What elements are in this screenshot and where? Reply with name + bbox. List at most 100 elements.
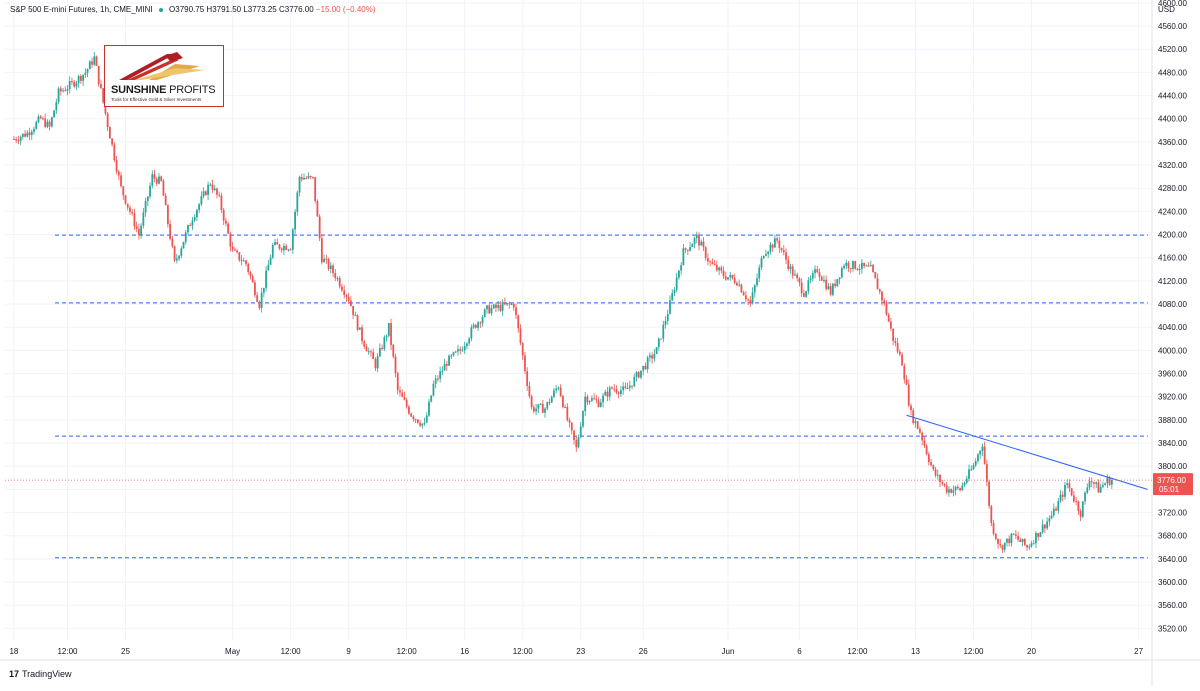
candle-body bbox=[622, 386, 625, 391]
candle-body bbox=[807, 280, 810, 292]
candle-body bbox=[332, 265, 334, 274]
candle-body bbox=[988, 481, 990, 506]
candle-body bbox=[48, 121, 51, 127]
candle-body bbox=[796, 274, 799, 279]
candle-body bbox=[33, 128, 35, 132]
candle-body bbox=[1006, 538, 1008, 543]
candle-body bbox=[722, 270, 725, 277]
y-tick-label: 3920.00 bbox=[1158, 393, 1187, 402]
candle-body bbox=[251, 276, 254, 283]
candle-body bbox=[539, 403, 542, 405]
y-tick-label: 3840.00 bbox=[1158, 439, 1187, 448]
candle-body bbox=[695, 234, 698, 239]
y-tick-label: 4240.00 bbox=[1158, 207, 1187, 216]
candle-body bbox=[840, 268, 843, 278]
y-tick-label: 3960.00 bbox=[1158, 370, 1187, 379]
candle-body bbox=[191, 220, 194, 226]
y-tick-label: 4120.00 bbox=[1158, 277, 1187, 286]
candle-body bbox=[296, 192, 299, 212]
candle-body bbox=[890, 321, 892, 329]
tradingview-watermark[interactable]: 17 TradingView bbox=[9, 669, 72, 679]
candle-body bbox=[336, 278, 339, 280]
candle-body bbox=[180, 248, 183, 256]
candle-body bbox=[671, 293, 674, 301]
last-price-badge[interactable] bbox=[1153, 473, 1193, 496]
candle-body bbox=[524, 355, 526, 372]
candle-body bbox=[408, 406, 410, 414]
candle-body bbox=[437, 378, 439, 380]
x-tick-label: 12:00 bbox=[963, 647, 984, 656]
candle-body bbox=[189, 225, 192, 227]
candle-body bbox=[318, 216, 321, 239]
candle-body bbox=[204, 191, 207, 195]
candle-body bbox=[744, 295, 747, 300]
candle-body bbox=[209, 184, 212, 186]
candle-body bbox=[1097, 482, 1100, 493]
candle-body bbox=[800, 282, 803, 294]
candle-body bbox=[200, 196, 203, 205]
candle-body bbox=[106, 113, 109, 128]
symbol-title[interactable]: S&P 500 E-mini Futures, 1h, CME_MINI bbox=[10, 5, 153, 14]
candle-body bbox=[13, 139, 15, 141]
candle-body bbox=[1064, 485, 1066, 497]
candle-body bbox=[753, 285, 756, 293]
y-tick-label: 4280.00 bbox=[1158, 184, 1187, 193]
candle-body bbox=[405, 399, 408, 407]
candle-body bbox=[561, 396, 564, 407]
candle-body bbox=[959, 488, 961, 491]
candle-body bbox=[387, 323, 390, 336]
candle-body bbox=[459, 349, 462, 351]
candle-body bbox=[325, 258, 328, 260]
candle-body bbox=[349, 300, 352, 306]
candle-body bbox=[390, 323, 392, 345]
candle-body bbox=[825, 279, 828, 290]
candle-body bbox=[512, 303, 515, 308]
candle-body bbox=[1059, 494, 1062, 502]
candle-body bbox=[557, 387, 560, 389]
candle-body bbox=[242, 260, 245, 262]
high-value: H3791.50 bbox=[206, 5, 242, 14]
candle-body bbox=[599, 402, 602, 407]
candle-body bbox=[729, 274, 732, 278]
candle-body bbox=[44, 118, 47, 127]
candle-body bbox=[762, 255, 765, 259]
candle-body bbox=[1095, 482, 1098, 484]
candle-body bbox=[1068, 483, 1071, 489]
candle-body bbox=[160, 176, 163, 181]
candle-body bbox=[570, 422, 573, 431]
trend-line[interactable] bbox=[906, 414, 1148, 490]
candle-body bbox=[811, 273, 814, 279]
candle-body bbox=[372, 352, 375, 360]
candle-body bbox=[646, 357, 649, 370]
candle-body bbox=[126, 203, 129, 208]
candle-body bbox=[62, 90, 64, 92]
candle-body bbox=[1081, 501, 1084, 517]
currency-label[interactable]: USD bbox=[1158, 5, 1175, 14]
candle-body bbox=[742, 292, 745, 296]
candle-body bbox=[854, 261, 857, 269]
candle-body bbox=[977, 454, 979, 462]
candle-body bbox=[135, 226, 138, 229]
candle-body bbox=[213, 188, 216, 190]
candle-body bbox=[990, 505, 993, 524]
candle-body bbox=[1106, 477, 1109, 484]
candle-body bbox=[532, 407, 535, 412]
candle-body bbox=[816, 269, 819, 273]
candle-body bbox=[818, 272, 821, 277]
candle-body bbox=[564, 406, 567, 408]
candle-body bbox=[1028, 546, 1031, 548]
candle-body bbox=[249, 272, 252, 277]
candle-body bbox=[269, 257, 272, 265]
candle-body bbox=[593, 398, 596, 400]
x-tick-label: 6 bbox=[797, 647, 802, 656]
tradingview-logo-icon: 17 bbox=[9, 669, 20, 679]
candle-body bbox=[615, 389, 618, 393]
candle-body bbox=[124, 195, 127, 204]
candle-body bbox=[590, 398, 593, 401]
candle-body bbox=[1046, 521, 1049, 529]
candle-body bbox=[678, 270, 680, 278]
candle-body bbox=[236, 250, 238, 253]
candle-body bbox=[907, 384, 910, 406]
candle-body bbox=[303, 177, 305, 180]
candle-body bbox=[613, 388, 616, 390]
